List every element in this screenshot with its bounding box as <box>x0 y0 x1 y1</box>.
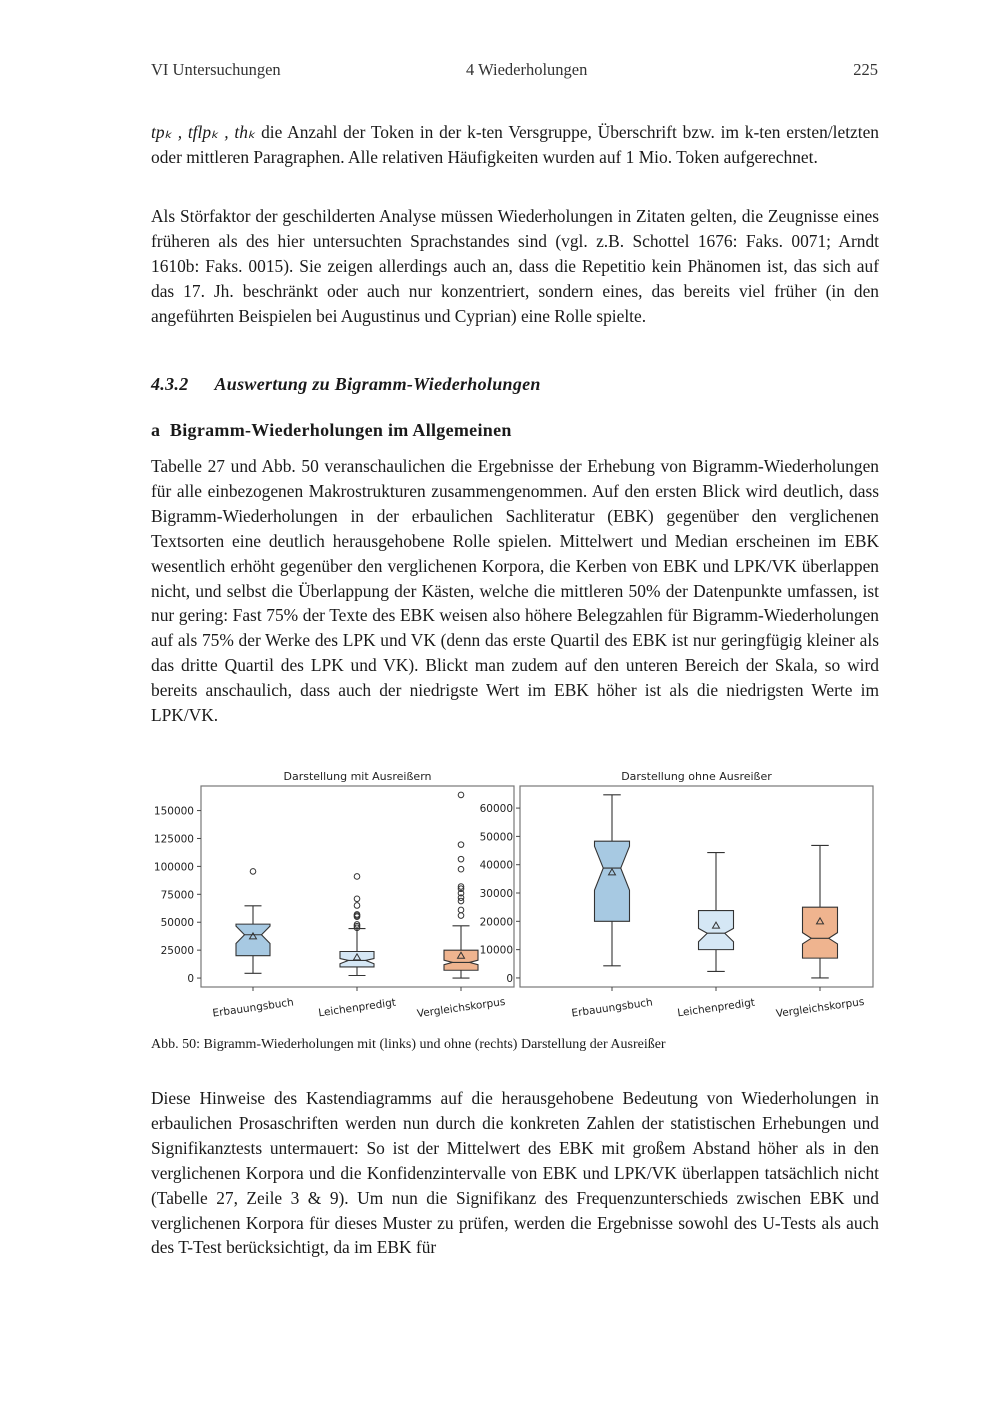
paragraph-text: Als Störfaktor der geschilderten Analyse… <box>151 206 879 326</box>
y-tick-label: 50000 <box>161 917 194 929</box>
outlier-point <box>353 895 361 903</box>
y-tick-label: 10000 <box>480 945 513 957</box>
formula-variables: tpₖ , tflpₖ , thₖ <box>151 122 256 142</box>
running-header-section: 4 Wiederholungen <box>466 60 588 79</box>
chart-title: Darstellung ohne Ausreißer <box>621 770 772 783</box>
outlier-point <box>353 911 361 918</box>
mean-marker <box>815 916 825 925</box>
y-tick-label: 50000 <box>480 831 513 843</box>
outlier-point <box>457 906 465 914</box>
y-tick-label: 75000 <box>161 889 194 901</box>
figure-caption: Abb. 50: Bigramm-Wiederholungen mit (lin… <box>151 1037 666 1052</box>
x-tick-label: Vergleichskorpus <box>416 996 506 1020</box>
outlier-point <box>457 865 465 873</box>
outlier-point <box>353 873 361 880</box>
paragraph-definitions: tpₖ , tflpₖ , thₖ die Anzahl der Token i… <box>151 120 879 170</box>
x-tick-label: Leichenpredigt <box>677 997 756 1020</box>
y-tick-label: 0 <box>506 973 513 985</box>
paragraph-text: die Anzahl der Token in der k-ten Versgr… <box>151 122 879 167</box>
paragraph-results: Tabelle 27 und Abb. 50 veranschaulichen … <box>151 454 879 728</box>
paragraph-text: Diese Hinweise des Kastendiagramms auf d… <box>151 1088 879 1258</box>
subsection-title: Bigramm-Wiederholungen im Allgemeinen <box>169 420 512 440</box>
outlier-point <box>457 889 465 897</box>
outlier-point <box>457 841 465 848</box>
x-tick-label: Erbauungsbuch <box>571 996 654 1019</box>
notched-box <box>339 950 375 968</box>
mean-marker <box>711 921 721 929</box>
outlier-point <box>457 897 465 905</box>
mean-marker <box>248 931 258 940</box>
notched-box <box>593 840 631 922</box>
notched-box <box>235 923 271 957</box>
mean-marker <box>352 952 362 961</box>
outlier-point <box>249 868 257 875</box>
outlier-point <box>457 894 465 901</box>
outlier-point <box>457 883 465 890</box>
mean-marker <box>456 951 466 959</box>
page-number: 225 <box>853 60 878 79</box>
outlier-point <box>457 855 465 863</box>
notched-box <box>443 949 479 971</box>
running-header-chapter: VI Untersuchungen <box>151 60 281 79</box>
outlier-point <box>353 921 361 928</box>
section-heading: 4.3.2 Auswertung zu Bigramm-Wiederholunge… <box>151 374 541 395</box>
subsection-letter: a <box>151 420 161 440</box>
paragraph-significance: Diese Hinweise des Kastendiagramms auf d… <box>151 1086 879 1260</box>
section-title: Auswertung zu Bigramm-Wiederholungen <box>214 374 541 394</box>
paragraph-stoerfaktor: Als Störfaktor der geschilderten Analyse… <box>151 204 879 329</box>
notched-box <box>801 906 839 959</box>
y-tick-label: 100000 <box>154 861 194 873</box>
y-tick-label: 125000 <box>154 833 194 845</box>
figure-boxplots: Darstellung mit Ausreißern 0 25000 50000 750… <box>154 770 874 1020</box>
x-tick-label: Leichenpredigt <box>318 997 397 1020</box>
mean-marker <box>607 867 617 876</box>
x-tick-label: Vergleichskorpus <box>775 996 865 1020</box>
y-tick-label: 20000 <box>480 916 513 928</box>
outlier-point <box>353 902 361 909</box>
y-tick-label: 40000 <box>480 860 513 872</box>
x-tick-label: Erbauungsbuch <box>212 996 295 1019</box>
paragraph-text: Tabelle 27 und Abb. 50 veranschaulichen … <box>151 456 879 726</box>
y-tick-label: 60000 <box>480 803 513 815</box>
y-tick-label: 25000 <box>161 945 194 957</box>
y-tick-label: 0 <box>187 973 194 985</box>
section-number: 4.3.2 <box>151 374 189 394</box>
notched-box <box>697 910 735 951</box>
subsection-heading: a Bigramm-Wiederholungen im Allgemeinen <box>151 420 512 441</box>
outlier-point <box>457 885 465 893</box>
outlier-point <box>457 791 465 799</box>
chart-title: Darstellung mit Ausreißern <box>284 770 432 783</box>
y-tick-label: 30000 <box>480 888 513 900</box>
y-tick-label: 150000 <box>154 806 194 818</box>
